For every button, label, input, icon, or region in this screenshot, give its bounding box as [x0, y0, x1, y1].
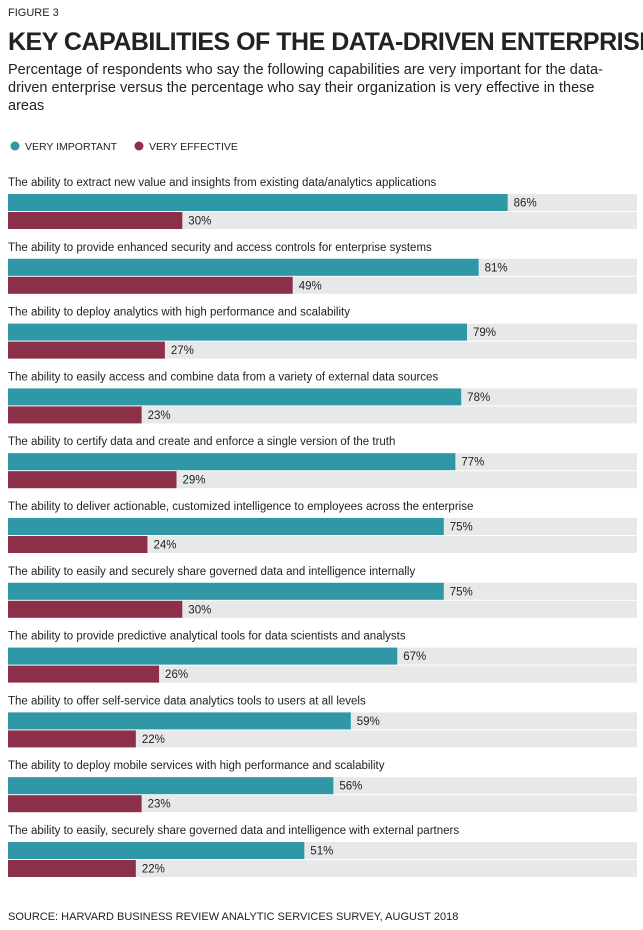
value-label: 27%: [171, 345, 194, 357]
value-label: 29%: [182, 475, 205, 487]
category-label: The ability to deliver actionable, custo…: [8, 501, 473, 513]
bar: [8, 276, 293, 294]
value-label: 23%: [148, 799, 171, 811]
source-note: SOURCE: HARVARD BUSINESS REVIEW ANALYTIC…: [8, 911, 459, 923]
value-label: 78%: [467, 392, 490, 404]
chart-title: KEY CAPABILITIES OF THE DATA-DRIVEN ENTE…: [8, 28, 643, 56]
value-label: 56%: [339, 781, 362, 793]
bar: [8, 453, 456, 471]
bar: [8, 194, 508, 211]
bar: [8, 518, 444, 535]
value-label: 59%: [357, 716, 380, 728]
bar-track: [8, 795, 637, 813]
bar: [8, 388, 462, 406]
category-label: The ability to extract new value and ins…: [8, 177, 437, 189]
bar: [8, 341, 165, 359]
value-label: 22%: [142, 734, 165, 746]
category-label: The ability to easily, securely share go…: [8, 825, 459, 837]
legend-label: VERY EFFECTIVE: [149, 141, 238, 153]
value-label: 81%: [485, 262, 508, 274]
bar: [8, 471, 177, 489]
bar: [8, 212, 183, 229]
chart-subtitle: Percentage of respondents who say the fo…: [8, 62, 603, 114]
value-label: 67%: [403, 651, 426, 663]
bar: [8, 777, 334, 795]
bar: [8, 860, 136, 877]
category-label: The ability to easily access and combine…: [8, 371, 438, 383]
value-label: 51%: [310, 846, 333, 858]
bar: [8, 730, 136, 748]
category-label: The ability to provide enhanced security…: [8, 242, 432, 254]
category-label: The ability to deploy mobile services wi…: [8, 760, 385, 772]
value-label: 26%: [165, 669, 188, 681]
bar: [8, 406, 142, 424]
legend-label: VERY IMPORTANT: [25, 141, 118, 153]
value-label: 23%: [148, 410, 171, 422]
bar-track: [8, 860, 637, 877]
value-label: 30%: [188, 216, 211, 228]
value-label: 75%: [450, 586, 473, 598]
value-label: 86%: [514, 198, 537, 210]
legend-marker: [10, 141, 20, 151]
category-label: The ability to provide predictive analyt…: [8, 631, 406, 643]
value-label: 22%: [142, 864, 165, 876]
value-label: 77%: [461, 457, 484, 469]
legend-marker: [134, 141, 144, 151]
bar-track: [8, 730, 637, 748]
value-label: 79%: [473, 327, 496, 339]
category-label: The ability to certify data and create a…: [8, 436, 395, 448]
value-label: 75%: [450, 522, 473, 534]
bar-track: [8, 406, 637, 424]
bar-track: [8, 536, 637, 553]
bar: [8, 842, 305, 859]
value-label: 24%: [153, 540, 176, 552]
bar: [8, 647, 398, 665]
bar-track: [8, 341, 637, 359]
bar: [8, 536, 148, 553]
category-label: The ability to offer self-service data a…: [8, 695, 366, 707]
category-label: The ability to deploy analytics with hig…: [8, 307, 350, 319]
category-label: The ability to easily and securely share…: [8, 566, 415, 578]
bar: [8, 258, 479, 276]
bar: [8, 323, 467, 341]
bar: [8, 600, 183, 618]
figure-label: FIGURE 3: [8, 7, 59, 19]
bar-track: [8, 665, 637, 683]
bar: [8, 582, 444, 600]
bar: [8, 712, 351, 730]
value-label: 49%: [299, 280, 322, 292]
bar: [8, 795, 142, 813]
chart: VERY IMPORTANT VERY EFFECTIVE The ability …: [8, 141, 637, 877]
value-label: 30%: [188, 604, 211, 616]
bar: [8, 665, 160, 683]
